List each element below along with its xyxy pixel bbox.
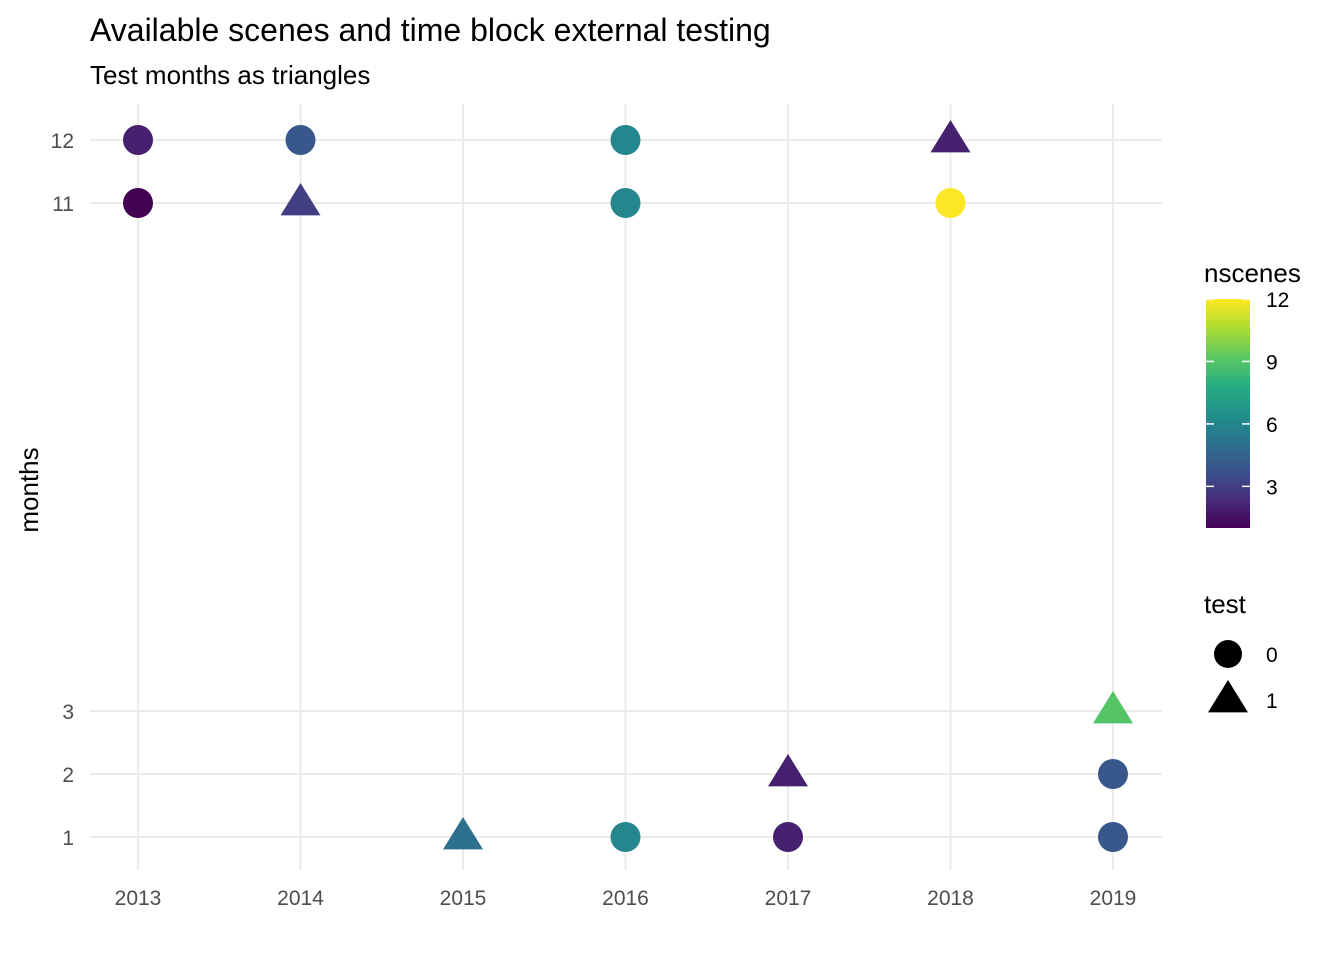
- data-point-circle: [610, 822, 641, 852]
- color-legend-bar: [1206, 299, 1250, 528]
- y-axis-label: months: [14, 447, 44, 532]
- data-point-circle: [610, 125, 641, 155]
- chart-subtitle: Test months as triangles: [90, 60, 370, 90]
- data-point-circle: [935, 188, 966, 218]
- data-point-circle: [610, 188, 641, 218]
- color-legend-label: 12: [1266, 289, 1289, 312]
- color-legend-label: 6: [1266, 414, 1278, 437]
- data-point-circle: [773, 822, 803, 852]
- color-legend-label: 3: [1266, 476, 1278, 499]
- x-tick-label: 2014: [277, 887, 324, 910]
- data-point-triangle: [930, 120, 971, 153]
- data-point-circle: [285, 125, 316, 155]
- shape-legend-label: 1: [1266, 690, 1278, 713]
- y-tick-label: 12: [51, 130, 74, 153]
- y-tick-label: 3: [62, 701, 74, 724]
- x-tick-label: 2017: [765, 887, 812, 910]
- color-legend-label: 9: [1266, 351, 1278, 374]
- data-points: [123, 120, 1133, 852]
- legend-circle-icon: [1214, 640, 1242, 668]
- x-tick-label: 2019: [1090, 887, 1137, 910]
- data-point-circle: [123, 188, 153, 218]
- shape-legend-label: 0: [1266, 644, 1278, 667]
- x-tick-label: 2015: [440, 887, 487, 910]
- data-point-circle: [123, 125, 153, 155]
- color-legend-breaks: 12 9 6 3: [1206, 289, 1289, 499]
- data-point-circle: [1098, 822, 1128, 852]
- chart-title: Available scenes and time block external…: [90, 12, 771, 48]
- shape-legend-items: 01: [1208, 640, 1278, 713]
- color-legend: nscenes 12 9 6 3: [1204, 258, 1301, 528]
- data-point-triangle: [768, 754, 808, 787]
- y-tick-label: 1: [62, 827, 74, 850]
- data-point-triangle: [280, 183, 321, 216]
- y-tick-label: 2: [62, 764, 74, 787]
- x-tick-label: 2013: [115, 887, 162, 910]
- grid-lines: [90, 104, 1162, 870]
- legend-triangle-icon: [1208, 680, 1248, 713]
- color-legend-title: nscenes: [1204, 258, 1301, 288]
- x-tick-label: 2018: [927, 887, 974, 910]
- data-point-triangle: [443, 817, 483, 850]
- data-point-triangle: [1093, 691, 1133, 724]
- data-point-circle: [1098, 759, 1128, 789]
- x-tick-label: 2016: [602, 887, 649, 910]
- shape-legend: test 01: [1204, 589, 1278, 713]
- shape-legend-title: test: [1204, 589, 1247, 619]
- y-tick-label: 11: [52, 193, 74, 216]
